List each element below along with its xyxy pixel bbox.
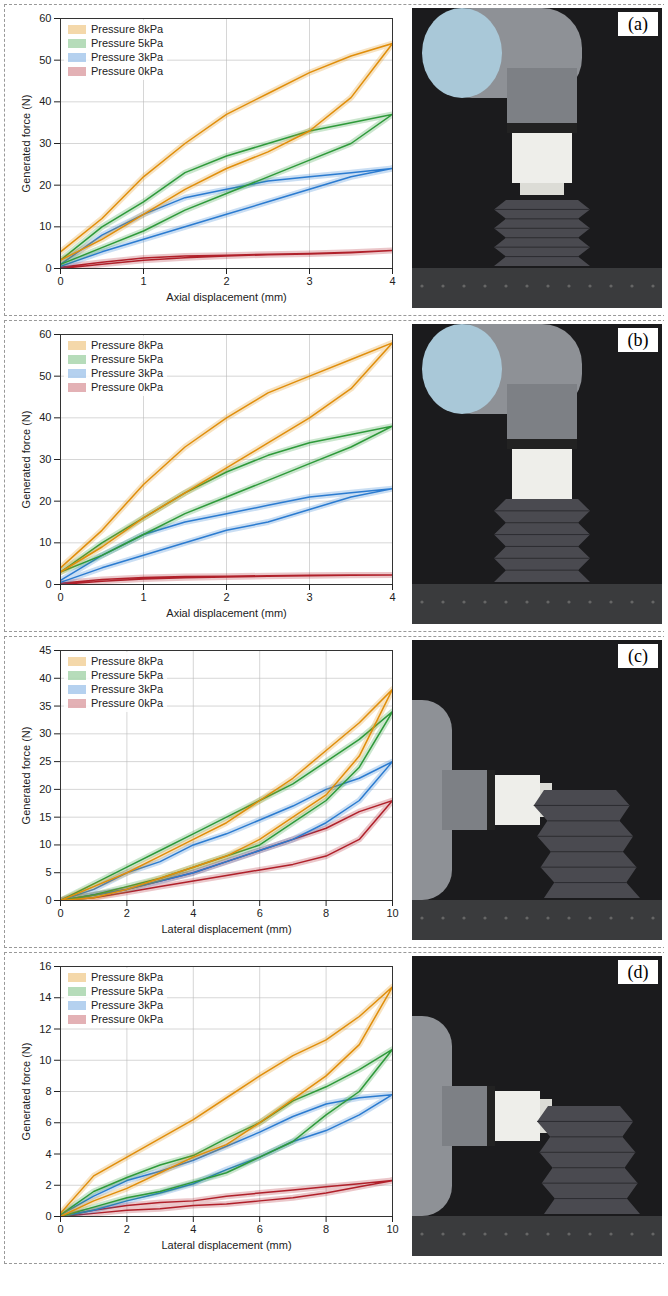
svg-text:2: 2 [223, 275, 229, 287]
svg-text:60: 60 [39, 328, 51, 340]
html-text:Pressure 0kPa: Pressure 0kPa [91, 697, 164, 709]
html-text:Pressure 5kPa: Pressure 5kPa [91, 353, 164, 365]
html-text:Pressure 3kPa: Pressure 3kPa [91, 683, 164, 695]
html-text:Pressure 0kPa: Pressure 0kPa [91, 1013, 164, 1025]
svg-text:20: 20 [39, 179, 51, 191]
html-text:Pressure 8kPa: Pressure 8kPa [91, 971, 164, 983]
html-text:Pressure 5kPa: Pressure 5kPa [91, 985, 164, 997]
svg-text:8: 8 [323, 1223, 329, 1235]
svg-text:Generated force (N): Generated force (N) [20, 727, 32, 825]
svg-text:40: 40 [39, 672, 51, 684]
svg-text:4: 4 [389, 275, 395, 287]
svg-text:2: 2 [124, 1223, 130, 1235]
svg-text:10: 10 [39, 536, 51, 548]
svg-text:10: 10 [39, 1054, 51, 1066]
svg-text:50: 50 [39, 370, 51, 382]
svg-text:30: 30 [39, 453, 51, 465]
svg-text:8: 8 [45, 1085, 51, 1097]
svg-text:0: 0 [57, 591, 63, 603]
svg-text:45: 45 [39, 644, 51, 656]
svg-text:4: 4 [45, 1148, 51, 1160]
svg-text:50: 50 [39, 54, 51, 66]
svg-text:2: 2 [223, 591, 229, 603]
html-text:Pressure 5kPa: Pressure 5kPa [91, 37, 164, 49]
svg-text:8: 8 [323, 907, 329, 919]
html-text:Pressure 0kPa: Pressure 0kPa [91, 65, 164, 77]
svg-text:0: 0 [45, 894, 51, 906]
svg-text:(b): (b) [628, 330, 649, 351]
svg-text:0: 0 [45, 1210, 51, 1222]
svg-text:4: 4 [389, 591, 395, 603]
svg-text:10: 10 [386, 1223, 398, 1235]
svg-text:4: 4 [190, 907, 196, 919]
svg-text:Axial displacement (mm): Axial displacement (mm) [166, 607, 286, 619]
html-text:Pressure 3kPa: Pressure 3kPa [91, 51, 164, 63]
svg-text:(c): (c) [628, 646, 648, 667]
html-text:Pressure 8kPa: Pressure 8kPa [91, 655, 164, 667]
svg-text:(d): (d) [628, 962, 649, 983]
svg-text:2: 2 [124, 907, 130, 919]
svg-text:Generated force (N): Generated force (N) [20, 1043, 32, 1141]
svg-text:0: 0 [57, 1223, 63, 1235]
svg-text:60: 60 [39, 12, 51, 24]
svg-text:6: 6 [257, 907, 263, 919]
svg-text:14: 14 [39, 991, 51, 1003]
svg-text:35: 35 [39, 700, 51, 712]
svg-text:4: 4 [190, 1223, 196, 1235]
svg-text:Lateral displacement (mm): Lateral displacement (mm) [161, 1239, 291, 1251]
svg-text:Lateral displacement (mm): Lateral displacement (mm) [161, 923, 291, 935]
html-text:Pressure 0kPa: Pressure 0kPa [91, 381, 164, 393]
html-text:Pressure 3kPa: Pressure 3kPa [91, 367, 164, 379]
svg-text:40: 40 [39, 95, 51, 107]
svg-text:25: 25 [39, 755, 51, 767]
svg-text:(a): (a) [628, 14, 648, 35]
svg-text:0: 0 [57, 275, 63, 287]
html-text:Pressure 3kPa: Pressure 3kPa [91, 999, 164, 1011]
svg-text:Generated force (N): Generated force (N) [20, 411, 32, 509]
html-text:Pressure 8kPa: Pressure 8kPa [91, 339, 164, 351]
svg-text:40: 40 [39, 411, 51, 423]
svg-text:16: 16 [39, 960, 51, 972]
svg-text:30: 30 [39, 137, 51, 149]
html-text:Pressure 5kPa: Pressure 5kPa [91, 669, 164, 681]
svg-text:0: 0 [45, 262, 51, 274]
svg-text:30: 30 [39, 727, 51, 739]
svg-text:Axial displacement (mm): Axial displacement (mm) [166, 291, 286, 303]
svg-text:20: 20 [39, 495, 51, 507]
svg-text:2: 2 [45, 1179, 51, 1191]
svg-text:Generated force (N): Generated force (N) [20, 95, 32, 193]
svg-text:10: 10 [39, 838, 51, 850]
html-text:Pressure 8kPa: Pressure 8kPa [91, 23, 164, 35]
svg-text:0: 0 [57, 907, 63, 919]
svg-text:15: 15 [39, 811, 51, 823]
svg-text:12: 12 [39, 1023, 51, 1035]
svg-text:1: 1 [140, 275, 146, 287]
svg-text:6: 6 [257, 1223, 263, 1235]
svg-text:5: 5 [45, 866, 51, 878]
svg-text:3: 3 [306, 591, 312, 603]
svg-text:10: 10 [386, 907, 398, 919]
svg-text:3: 3 [306, 275, 312, 287]
svg-text:0: 0 [45, 578, 51, 590]
svg-text:1: 1 [140, 591, 146, 603]
svg-text:10: 10 [39, 220, 51, 232]
svg-text:20: 20 [39, 783, 51, 795]
svg-text:6: 6 [45, 1116, 51, 1128]
